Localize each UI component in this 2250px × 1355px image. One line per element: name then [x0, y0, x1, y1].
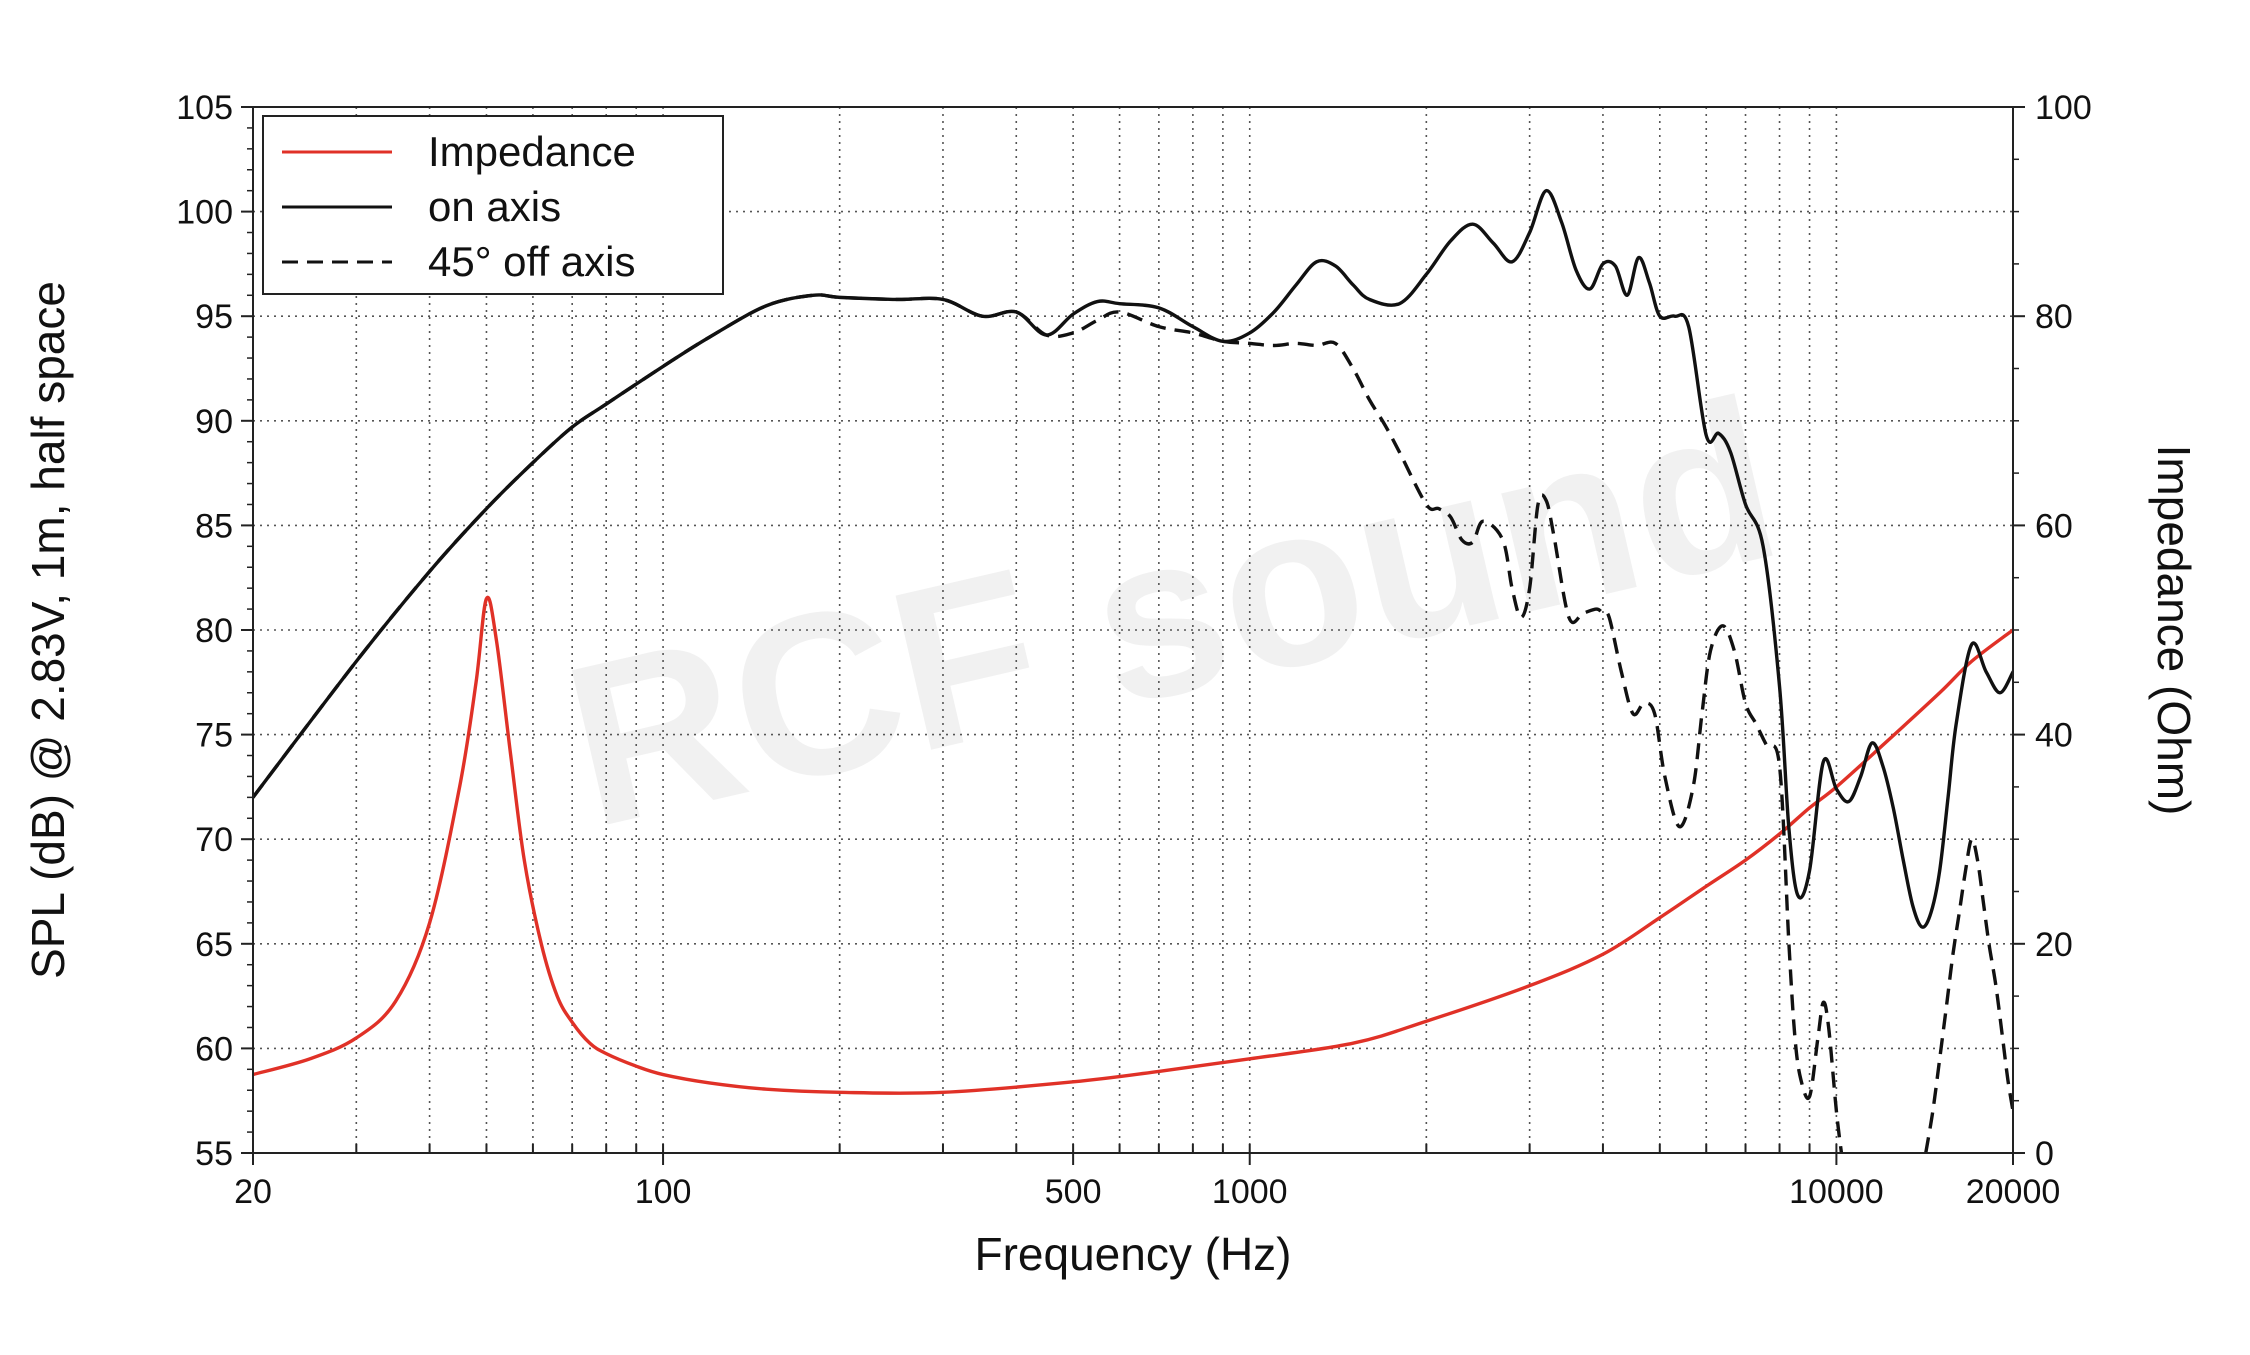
legend-label-impedance: Impedance	[428, 128, 636, 175]
legend-label-on-axis: on axis	[428, 183, 561, 230]
y-tick-label: 85	[195, 507, 233, 545]
y-tick-label: 80	[195, 612, 233, 650]
x-tick-label: 1000	[1212, 1173, 1288, 1211]
y2-tick-label: 20	[2035, 926, 2073, 964]
x-tick-label: 20	[234, 1173, 272, 1211]
y-tick-label: 75	[195, 717, 233, 755]
legend: Impedance on axis 45° off axis	[262, 115, 724, 295]
y2-tick-label: 0	[2035, 1135, 2054, 1173]
y-tick-label: 70	[195, 821, 233, 859]
tick-labels: 55 60 65 70 75 80 85 90 95 100 105 0 20 40 60 80 100 20 10…	[176, 89, 2091, 1211]
y-tick-label: 55	[195, 1135, 233, 1173]
y2-tick-label: 60	[2035, 507, 2073, 545]
y-axis-title: SPL (dB) @ 2.83V, 1m, half space	[22, 281, 74, 979]
legend-box	[262, 115, 724, 295]
y2-tick-label: 80	[2035, 298, 2073, 336]
y-tick-label: 95	[195, 298, 233, 336]
x-axis-title: Frequency (Hz)	[975, 1228, 1292, 1280]
y-tick-label: 90	[195, 403, 233, 441]
series-line-45-off-axis	[1924, 837, 2013, 1153]
series-lines	[253, 188, 2013, 1153]
legend-label-off-axis: 45° off axis	[428, 238, 635, 285]
x-tick-label: 100	[635, 1173, 692, 1211]
y2-axis-title: Impedance (Ohm)	[2148, 445, 2200, 816]
axis-ticks	[241, 106, 2025, 1165]
y-tick-label: 65	[195, 926, 233, 964]
x-tick-label: 10000	[1789, 1173, 1884, 1211]
y-tick-label: 100	[176, 194, 233, 232]
series-line-45-off-axis	[253, 293, 1844, 1153]
y2-tick-label: 100	[2035, 89, 2092, 127]
x-tick-label: 500	[1045, 1173, 1102, 1211]
series-line-impedance	[253, 595, 2013, 1095]
y2-tick-label: 40	[2035, 717, 2073, 755]
x-tick-label: 20000	[1966, 1173, 2061, 1211]
y-tick-label: 60	[195, 1030, 233, 1068]
y-tick-label: 105	[176, 89, 233, 127]
